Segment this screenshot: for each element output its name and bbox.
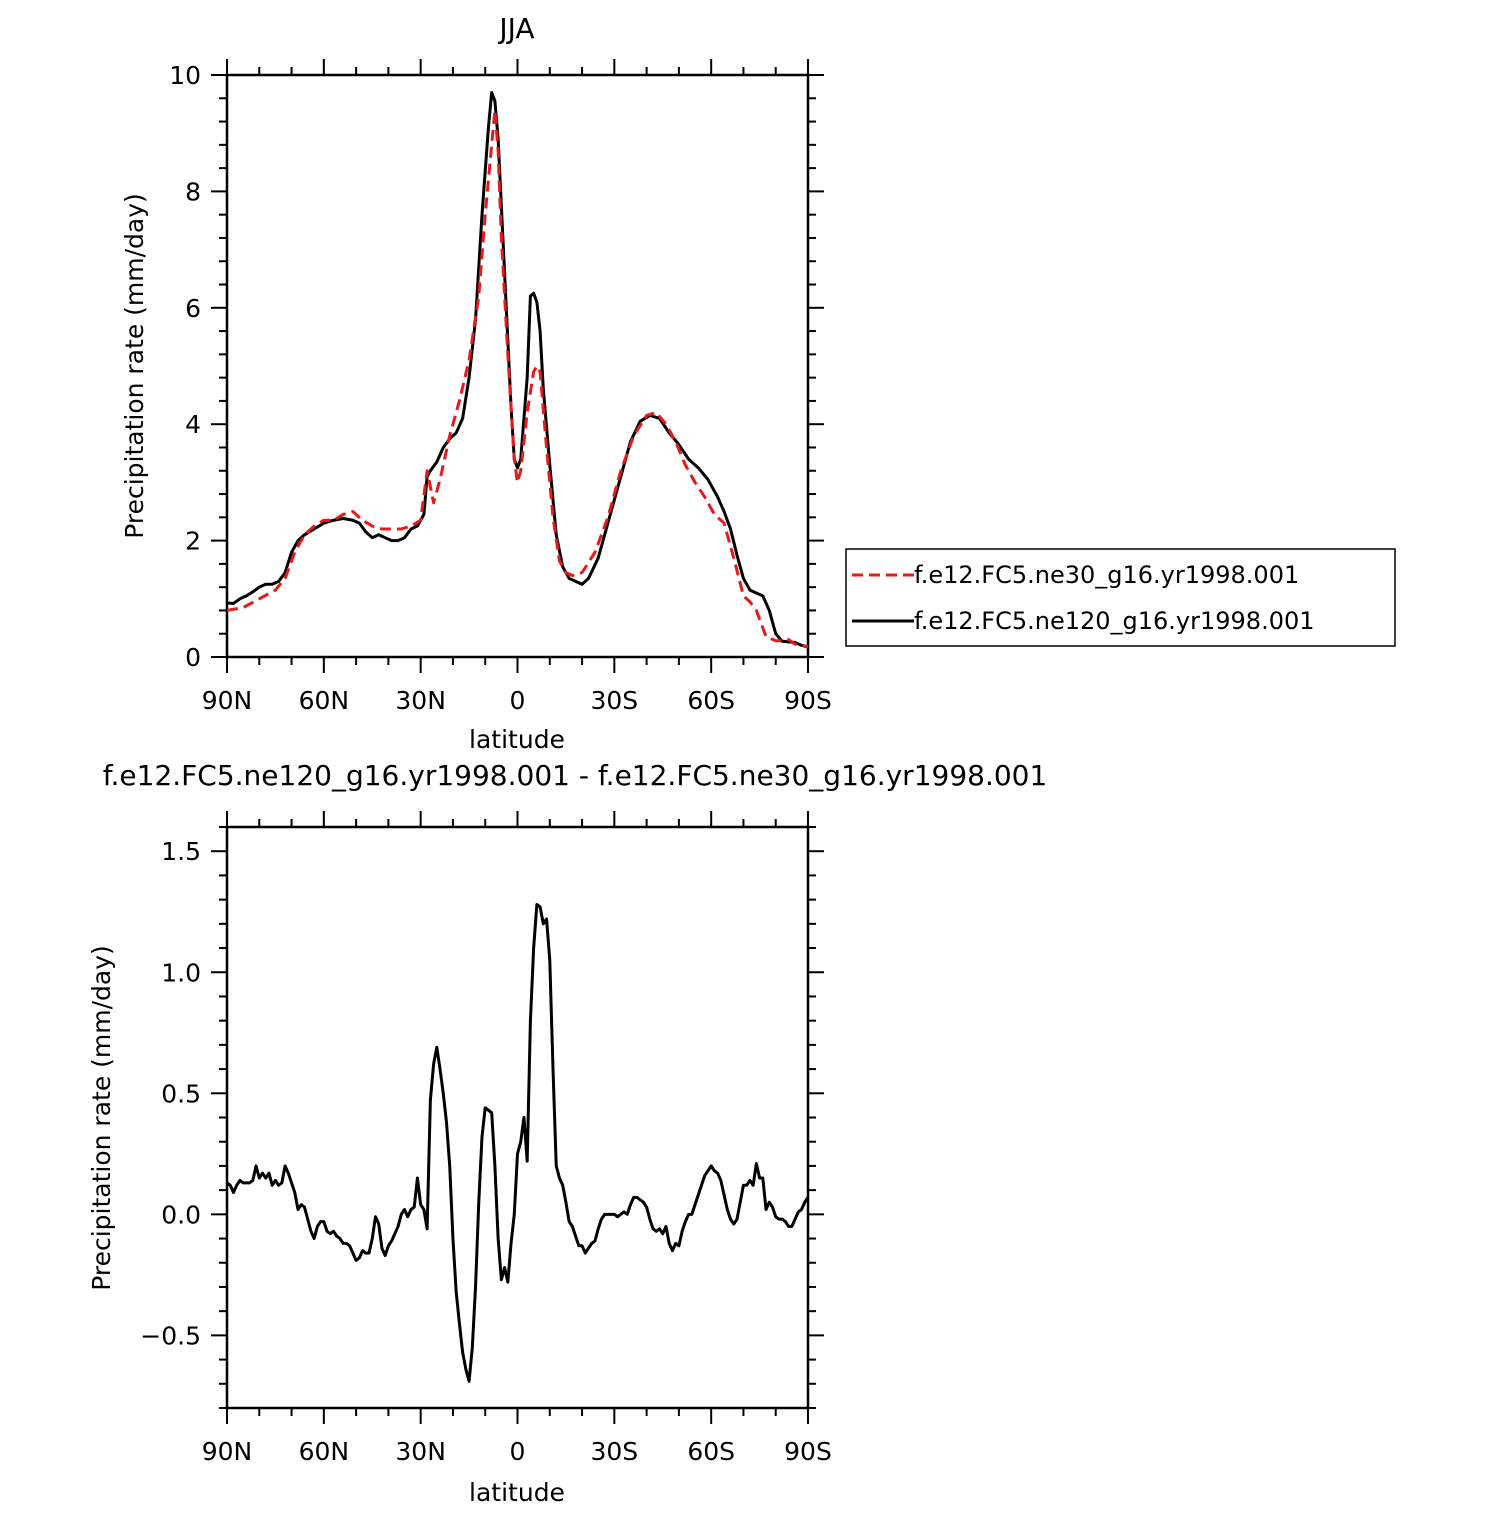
plot-border — [225, 825, 810, 1410]
x-tick-label: 60N — [299, 686, 350, 715]
y-axis-label: Precipitation rate (mm/day) — [87, 945, 116, 1291]
x-tick-label: 0 — [510, 1437, 526, 1466]
legend-box — [845, 548, 1396, 647]
x-tick-label: 60S — [687, 1437, 735, 1466]
x-tick-label: 60N — [299, 1437, 350, 1466]
plot-border — [225, 73, 810, 659]
x-tick-label: 90S — [784, 686, 832, 715]
x-tick-label: 30N — [395, 1437, 446, 1466]
legend-label-ne120: f.e12.FC5.ne120_g16.yr1998.001 — [914, 607, 1315, 635]
y-tick-label: 2 — [185, 527, 201, 556]
y-tick-label: 10 — [169, 61, 201, 90]
series-line-1 — [227, 90, 808, 649]
x-axis-label: latitude — [469, 1478, 565, 1507]
x-tick-label: 90N — [202, 1437, 253, 1466]
x-axis-label: latitude — [469, 725, 565, 754]
y-axis-label: Precipitation rate (mm/day) — [120, 193, 149, 539]
x-tick-label: 0 — [510, 686, 526, 715]
panel-precip-difference: f.e12.FC5.ne120_g16.yr1998.001 - f.e12.F… — [87, 759, 1047, 1507]
plot-frame: 90N 60N 30N 0 30S 60S 90S 0 2 4 6 8 10 — [169, 59, 832, 715]
y-tick-label: 1.5 — [161, 837, 201, 866]
y-tick-label: −0.5 — [140, 1321, 201, 1350]
y-tick-label: 0 — [185, 643, 201, 672]
x-tick-label: 60S — [687, 686, 735, 715]
series-line-0 — [227, 902, 808, 1383]
y-tick-label: 0.5 — [161, 1079, 201, 1108]
series-line-0 — [227, 108, 808, 648]
chart-title: f.e12.FC5.ne120_g16.yr1998.001 - f.e12.F… — [103, 759, 1048, 792]
y-tick-label: 6 — [185, 294, 201, 323]
y-tick-label: 0.0 — [161, 1200, 201, 1229]
x-tick-label: 90N — [202, 686, 253, 715]
chart-title: JJA — [497, 12, 534, 45]
x-tick-label: 30S — [590, 1437, 638, 1466]
series-lines — [227, 902, 808, 1383]
x-tick-label: 90S — [784, 1437, 832, 1466]
y-tick-label: 8 — [185, 177, 201, 206]
y-tick-label: 4 — [185, 410, 201, 439]
legend-label-ne30: f.e12.FC5.ne30_g16.yr1998.001 — [914, 561, 1299, 589]
y-tick-label: 1.0 — [161, 958, 201, 987]
x-tick-label: 30N — [395, 686, 446, 715]
series-lines — [227, 90, 808, 649]
x-tick-label: 30S — [590, 686, 638, 715]
legend: f.e12.FC5.ne30_g16.yr1998.001 f.e12.FC5.… — [845, 548, 1396, 647]
plot-frame: 90N 60N 30N 0 30S 60S 90S −0.5 0.0 0.5 1.0 1.5 — [140, 811, 832, 1466]
